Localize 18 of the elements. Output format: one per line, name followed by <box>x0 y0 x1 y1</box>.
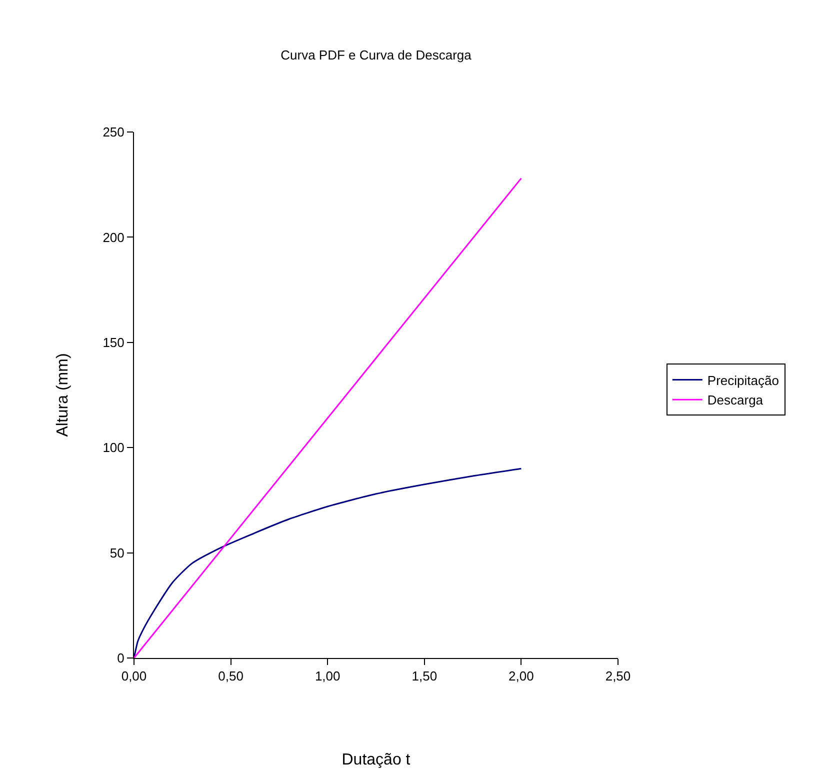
legend-label: Precipitação <box>707 372 779 388</box>
y-tick-label: 200 <box>102 230 124 245</box>
x-tick-label: 1,00 <box>314 668 340 684</box>
y-axis-title: Altura (mm) <box>54 353 72 437</box>
x-tick-label: 2,00 <box>508 668 534 684</box>
line-series <box>134 468 522 658</box>
x-tick-label: 2,50 <box>605 668 631 684</box>
y-tick-label: 100 <box>102 440 124 456</box>
x-tick-label: 1,50 <box>412 668 438 684</box>
y-tick-label: 0 <box>117 650 124 666</box>
x-axis-title: Dutação t <box>342 751 411 768</box>
y-tick-label: 50 <box>110 545 124 560</box>
chart-title: Curva PDF e Curva de Descarga <box>280 48 472 63</box>
y-tick-label: 150 <box>102 334 124 350</box>
y-tick-label: 250 <box>102 124 124 140</box>
x-tick-label: 0,50 <box>218 668 244 684</box>
x-tick-label: 0,00 <box>121 668 147 684</box>
legend-label: Descarga <box>707 392 764 408</box>
